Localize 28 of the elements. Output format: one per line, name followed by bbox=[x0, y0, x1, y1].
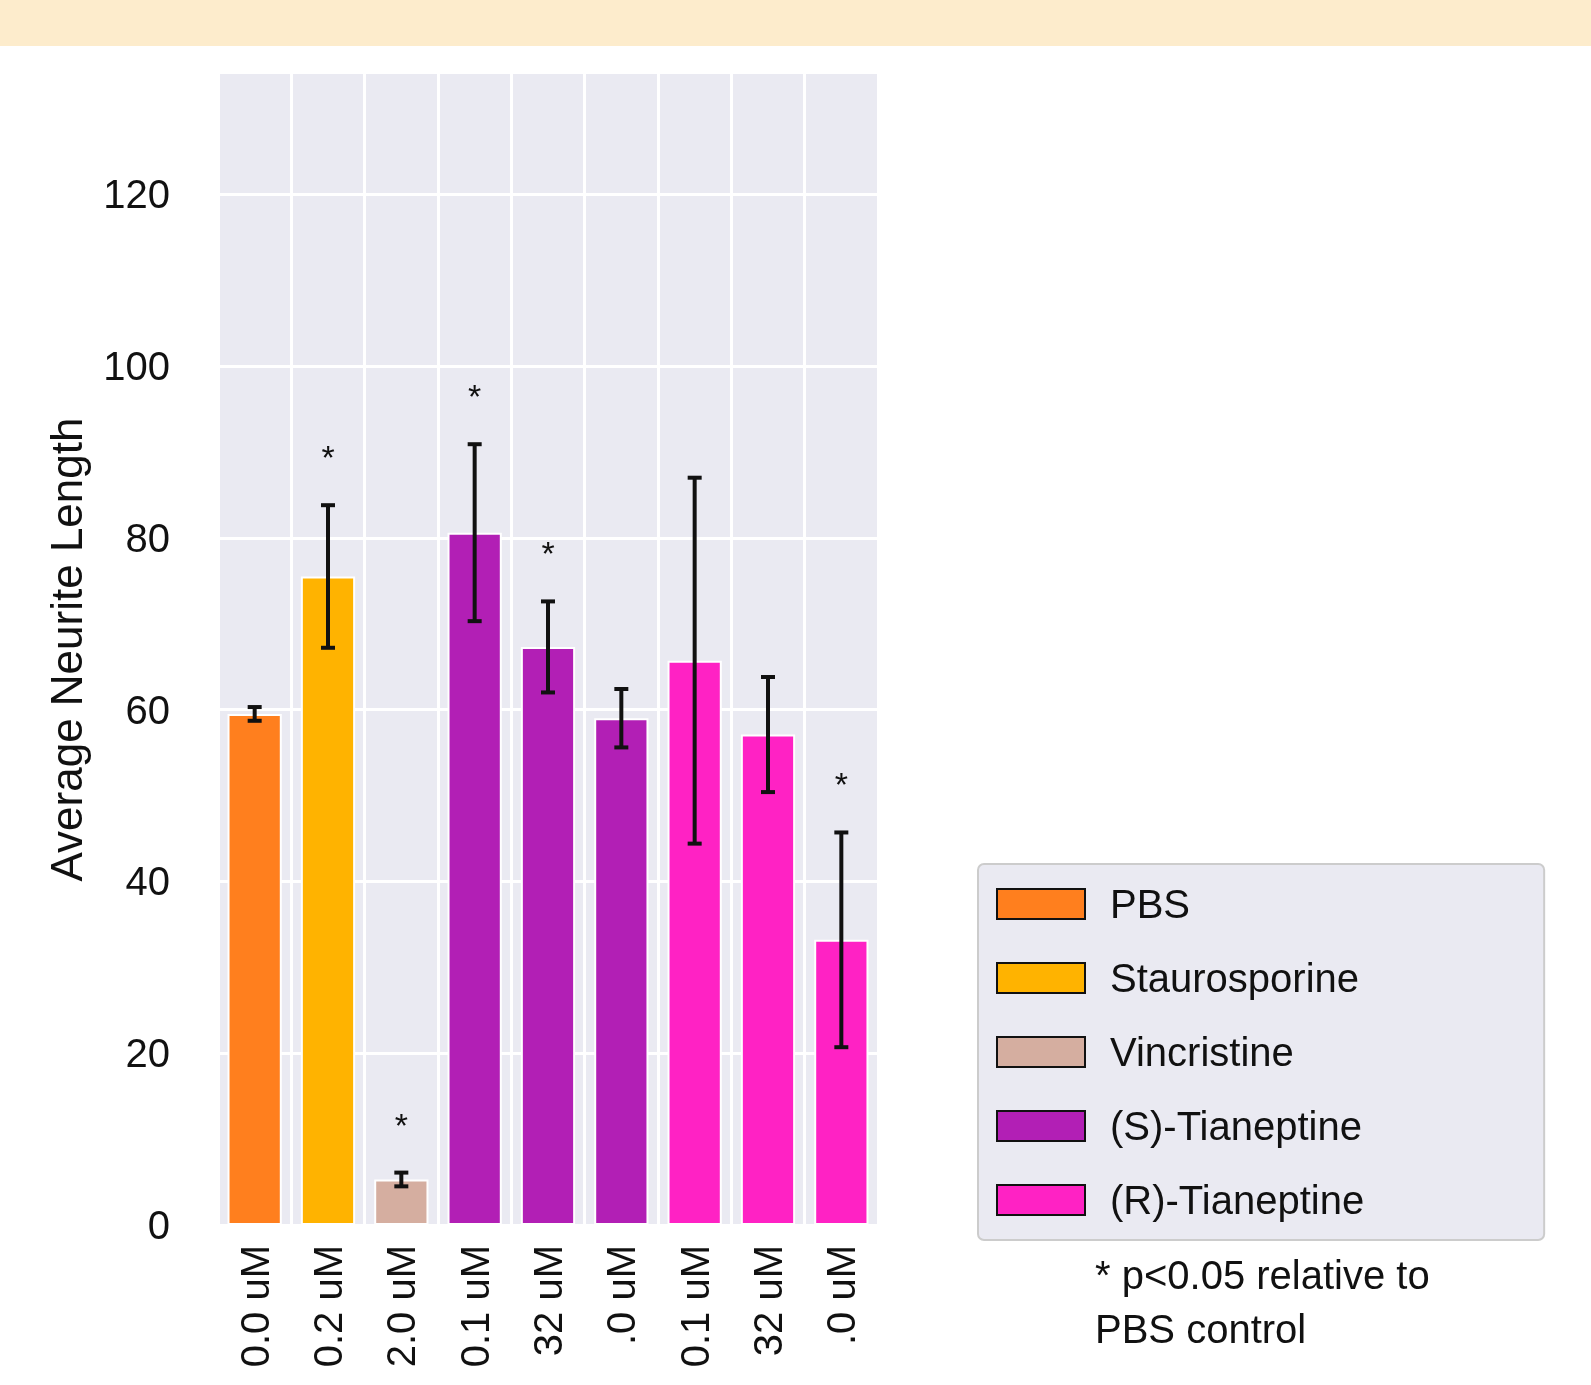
y-tick-label: 120 bbox=[103, 172, 170, 217]
annotation: * bbox=[394, 1105, 408, 1144]
legend-label: Staurosporine bbox=[1110, 956, 1360, 1000]
y-tick-label: 100 bbox=[103, 344, 170, 389]
y-tick-label: 20 bbox=[125, 1031, 170, 1076]
annotation: * bbox=[321, 438, 335, 477]
x-tick-label: 0.2 uM bbox=[306, 1245, 350, 1368]
legend-label: (R)-Tianeptine bbox=[1110, 1178, 1365, 1222]
annotation: * bbox=[541, 534, 555, 573]
x-tick-label: .0 uM bbox=[819, 1245, 864, 1346]
x-tick-label: 0.1 uM bbox=[452, 1245, 497, 1368]
x-tick-label: 32 uM bbox=[746, 1245, 790, 1357]
legend-label: Vincristine bbox=[1110, 1030, 1294, 1074]
y-tick-label: 0 bbox=[147, 1203, 170, 1247]
legend-label: (S)-Tianeptine bbox=[1110, 1104, 1362, 1148]
x-tick-label: .0 uM bbox=[599, 1245, 644, 1346]
y-tick-label: 80 bbox=[125, 515, 170, 560]
x-tick-label: 32 uM bbox=[526, 1245, 570, 1357]
annotation: * bbox=[834, 765, 848, 804]
y-axis-title: Average Neurite Length bbox=[41, 417, 91, 882]
x-tick-label: 0.0 uM bbox=[232, 1245, 277, 1368]
legend-label: PBS bbox=[1110, 882, 1191, 926]
x-tick-label: 2.0 uM bbox=[379, 1245, 424, 1368]
x-tick-label: 0.1 uM bbox=[672, 1245, 717, 1368]
y-tick-label: 60 bbox=[125, 687, 170, 732]
text: * p<0.05 relative to PBS control bbox=[1095, 1252, 1431, 1353]
y-tick-label: 40 bbox=[125, 859, 170, 904]
annotation: * bbox=[468, 377, 482, 416]
